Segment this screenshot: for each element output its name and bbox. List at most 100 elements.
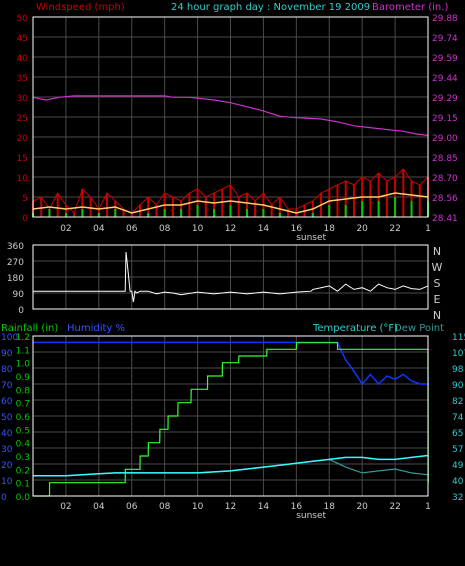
humidity-tick-label: 0 <box>1 493 7 503</box>
temperature-line <box>33 454 429 477</box>
p1-frame <box>32 16 429 218</box>
p3-frame <box>32 335 429 497</box>
windspeed-tick-label: 10 <box>17 174 29 184</box>
x-tick-label: 02 <box>60 502 71 512</box>
p2-frame <box>32 244 429 310</box>
temperature-tick-label: 107 <box>452 349 465 359</box>
barometer-tick-label: 29.59 <box>432 54 458 64</box>
x-tick-label: 04 <box>93 224 105 234</box>
rainfall-tick-label: 1.0 <box>16 360 31 370</box>
rainfall-tick-label: 0.2 <box>16 466 30 476</box>
windspeed-tick-label: 5 <box>22 194 28 204</box>
windspeed-tick-label: 0 <box>22 214 28 224</box>
barometer-tick-label: 28.70 <box>432 174 458 184</box>
x-tick-label: 16 <box>291 502 303 512</box>
rainfall-tick-label: 0.0 <box>16 493 31 503</box>
rainfall-tick-label: 1.2 <box>16 333 30 343</box>
barometer-tick-label: 29.88 <box>432 14 458 24</box>
windspeed-tick-label: 30 <box>17 94 29 104</box>
windspeed-tick-label: 45 <box>17 34 28 44</box>
barometer-tick-label: 29.00 <box>432 134 458 144</box>
humidity-tick-label: 70 <box>1 381 13 391</box>
compass-label: S <box>434 277 441 290</box>
rainfall-tick-label: 0.3 <box>16 453 30 463</box>
rain-humidity-temperature-panel: 0.0 0.1 0.2 0.3 0.4 0.5 0.6 0.7 0.8 0.9 1.0 1.1 1.2 0… <box>1 333 465 521</box>
humidity-tick-label: 50 <box>1 413 13 423</box>
wind-barometer-panel: 0 5 10 15 20 25 30 35 40 45 50 28.41 28.56 28.70 28.85… <box>17 14 458 243</box>
humidity-tick-label: 30 <box>1 445 13 455</box>
sunset-label: sunset <box>296 511 326 521</box>
x-tick-label: 16 <box>291 224 303 234</box>
humidity-tick-label: 100 <box>1 333 18 343</box>
barometer-tick-label: 29.29 <box>432 94 458 104</box>
humidity-tick-label: 40 <box>1 429 13 439</box>
windspeed-tick-label: 25 <box>17 114 28 124</box>
windspeed-tick-label: 20 <box>17 134 29 144</box>
x-tick-label: 22 <box>389 224 400 234</box>
temperature-tick-label: 98 <box>452 365 464 375</box>
barometer-tick-label: 29.15 <box>432 114 458 124</box>
barometer-line <box>32 95 429 136</box>
x-tick-label: 12 <box>225 502 236 512</box>
barometer-label: Barometer (in.) <box>372 2 448 13</box>
temperature-tick-label: 115 <box>452 333 465 343</box>
humidity-label: Humidity % <box>67 323 125 334</box>
x-tick-label: 02 <box>60 224 71 234</box>
rainfall-tick-label: 0.6 <box>16 413 31 423</box>
direction-tick-label: 0 <box>18 306 24 316</box>
x-tick-label: 10 <box>192 502 204 512</box>
x-tick-label: 06 <box>126 224 138 234</box>
x-tick-label: 14 <box>258 502 270 512</box>
compass-label: W <box>432 261 443 274</box>
direction-tick-label: 90 <box>13 290 25 300</box>
direction-tick-label: 180 <box>7 274 24 284</box>
x-tick-label: 18 <box>324 502 336 512</box>
windspeed-tick-label: 15 <box>17 154 28 164</box>
temperature-tick-label: 49 <box>452 461 464 471</box>
direction-tick-label: 270 <box>7 258 24 268</box>
rainfall-line <box>33 342 429 497</box>
wind-trend-line <box>32 192 429 214</box>
rainfall-tick-label: 0.7 <box>16 400 30 410</box>
x-tick-label: 14 <box>258 224 270 234</box>
temperature-tick-label: 82 <box>452 397 463 407</box>
windspeed-tick-label: 35 <box>17 74 28 84</box>
compass-label: N <box>433 245 441 258</box>
temperature-tick-label: 57 <box>452 445 463 455</box>
windspeed-tick-label: 50 <box>17 14 29 24</box>
humidity-tick-label: 80 <box>1 365 13 375</box>
barometer-tick-label: 29.44 <box>432 74 458 84</box>
x-tick-label: 08 <box>159 502 171 512</box>
temperature-label: Temperature (°F) <box>312 323 398 334</box>
windspeed-tick-label: 40 <box>17 54 29 64</box>
temperature-tick-label: 90 <box>452 381 464 391</box>
humidity-tick-label: 60 <box>1 397 13 407</box>
temperature-tick-label: 65 <box>452 429 463 439</box>
dewpoint-label: Dew Point <box>394 323 444 334</box>
temperature-tick-label: 40 <box>452 477 464 487</box>
rainfall-tick-label: 0.8 <box>16 386 31 396</box>
x-tick-label: 1 <box>425 502 431 512</box>
compass-label: N <box>433 309 441 322</box>
chart-title: 24 hour graph day : November 19 2009 <box>171 2 370 13</box>
humidity-line <box>33 341 428 386</box>
barometer-tick-label: 29.74 <box>432 34 458 44</box>
rainfall-tick-label: 1.1 <box>16 346 30 356</box>
direction-tick-label: 360 <box>7 242 24 252</box>
compass-label: E <box>434 293 441 306</box>
barometer-tick-label: 28.56 <box>432 194 458 204</box>
x-tick-label: 10 <box>192 224 204 234</box>
rainfall-tick-label: 0.5 <box>16 426 30 436</box>
x-tick-label: 04 <box>93 502 105 512</box>
x-tick-label: 18 <box>324 224 336 234</box>
rainfall-tick-label: 0.9 <box>16 373 31 383</box>
barometer-tick-label: 28.85 <box>432 154 458 164</box>
windspeed-label: Windspeed (mph) <box>36 2 125 13</box>
temperature-tick-label: 74 <box>452 413 464 423</box>
humidity-tick-label: 20 <box>1 461 13 471</box>
rainfall-label: Rainfall (in) <box>1 323 58 334</box>
x-tick-label: 12 <box>225 224 236 234</box>
temperature-tick-label: 32 <box>452 493 463 503</box>
